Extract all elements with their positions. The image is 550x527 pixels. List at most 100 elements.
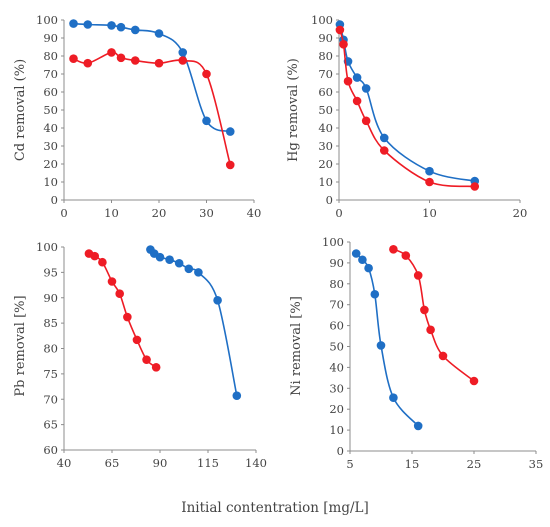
data-point: [420, 305, 429, 315]
y-axis-title: Pb removal [%]: [13, 295, 28, 396]
y-tick-label: 100: [322, 235, 344, 249]
data-point: [154, 29, 164, 38]
data-point: [165, 255, 174, 264]
global-x-axis-title: Initial contentration [mg/L]: [181, 500, 369, 516]
data-point: [116, 22, 126, 32]
data-point: [69, 19, 78, 28]
data-point: [154, 58, 164, 68]
y-tick-label: 40: [329, 360, 344, 374]
data-point: [194, 268, 203, 277]
data-point: [83, 58, 93, 68]
y-tick-label: 70: [329, 298, 344, 312]
data-point: [438, 351, 448, 361]
chart-panel-3: 60 65 70 75 80 85 90 95 100 40 65 90 115 140 Pb remova…: [13, 240, 267, 470]
data-point: [142, 355, 151, 364]
y-tick-label: 50: [329, 340, 344, 354]
x-tick-label: 25: [467, 457, 482, 471]
y-tick-label: 0: [337, 444, 344, 458]
data-point: [213, 295, 222, 305]
y-tick-label: 40: [43, 121, 58, 135]
x-tick-label: 5: [346, 457, 353, 471]
data-point: [339, 40, 348, 49]
data-point: [90, 251, 100, 261]
chart-panel-1: 0 10 20 30 40 50 60 70 80 90 100 0 10 20 30 40 Cd remova…: [13, 13, 261, 220]
y-tick-label: 20: [329, 402, 344, 416]
data-point: [389, 245, 398, 254]
data-point: [174, 258, 184, 268]
data-point: [83, 20, 93, 29]
y-axis-title: Ni removal [%]: [289, 296, 304, 396]
y-tick-label: 60: [329, 319, 344, 333]
data-point: [370, 289, 380, 299]
data-point: [115, 289, 124, 298]
x-tick-label: 140: [245, 456, 267, 470]
data-point: [401, 251, 411, 260]
data-point: [361, 116, 371, 126]
data-point: [352, 73, 362, 82]
x-tick-label: 20: [513, 206, 528, 220]
data-point: [225, 127, 235, 136]
y-tick-label: 50: [43, 103, 58, 117]
y-tick-label: 100: [311, 13, 333, 27]
data-point: [470, 182, 480, 191]
y-tick-label: 10: [318, 175, 333, 189]
series-line-2: [73, 51, 232, 166]
x-tick-label: 15: [405, 457, 420, 471]
y-tick-label: 95: [43, 265, 58, 279]
data-point: [184, 264, 194, 274]
x-tick-label: 10: [422, 206, 437, 220]
y-tick-label: 60: [43, 443, 58, 457]
x-tick-label: 10: [104, 206, 119, 220]
data-point: [232, 391, 242, 401]
data-point: [132, 335, 142, 345]
data-point: [98, 257, 107, 267]
data-point: [425, 177, 434, 187]
data-point: [389, 393, 398, 403]
y-tick-label: 75: [43, 367, 58, 381]
y-tick-label: 30: [329, 381, 344, 395]
x-tick-label: 40: [247, 206, 262, 220]
data-point: [202, 116, 211, 126]
y-tick-label: 70: [318, 67, 333, 81]
y-tick-label: 0: [51, 193, 58, 207]
data-point: [379, 133, 389, 143]
data-point: [413, 271, 423, 280]
data-point: [130, 56, 140, 65]
data-point: [343, 76, 353, 86]
y-tick-label: 70: [43, 392, 58, 406]
y-axis-title: Hg removal (%): [286, 58, 301, 162]
y-tick-label: 30: [43, 139, 58, 153]
y-tick-label: 60: [318, 85, 333, 99]
data-point: [116, 53, 126, 63]
y-tick-label: 20: [318, 157, 333, 171]
x-tick-label: 40: [57, 456, 72, 470]
data-point: [358, 255, 367, 265]
y-tick-label: 80: [318, 49, 333, 63]
data-point: [352, 96, 362, 106]
y-tick-label: 0: [326, 193, 333, 207]
data-point: [361, 84, 371, 93]
series-line-1: [355, 252, 419, 427]
series-line-2: [88, 252, 157, 368]
y-tick-label: 90: [43, 31, 58, 45]
data-point: [107, 21, 116, 30]
data-point: [351, 249, 361, 258]
data-point: [225, 160, 235, 170]
data-point: [123, 312, 132, 322]
data-point: [107, 48, 116, 57]
data-point: [178, 48, 188, 57]
y-axis-title: Cd removal (%): [13, 59, 28, 161]
y-tick-label: 80: [329, 277, 344, 291]
chart-panel-2: 0 10 20 30 40 50 60 70 80 90 100 0 10 20 Hg removal (%…: [286, 13, 527, 220]
y-tick-label: 20: [43, 157, 58, 171]
data-point: [107, 277, 117, 286]
y-tick-label: 100: [36, 240, 58, 254]
y-tick-label: 90: [43, 291, 58, 305]
x-tick-label: 0: [335, 206, 342, 220]
y-tick-label: 100: [36, 13, 58, 27]
data-point: [202, 69, 211, 79]
data-point: [425, 166, 434, 176]
y-tick-label: 70: [43, 67, 58, 81]
y-tick-label: 50: [318, 103, 333, 117]
data-point: [178, 56, 188, 65]
